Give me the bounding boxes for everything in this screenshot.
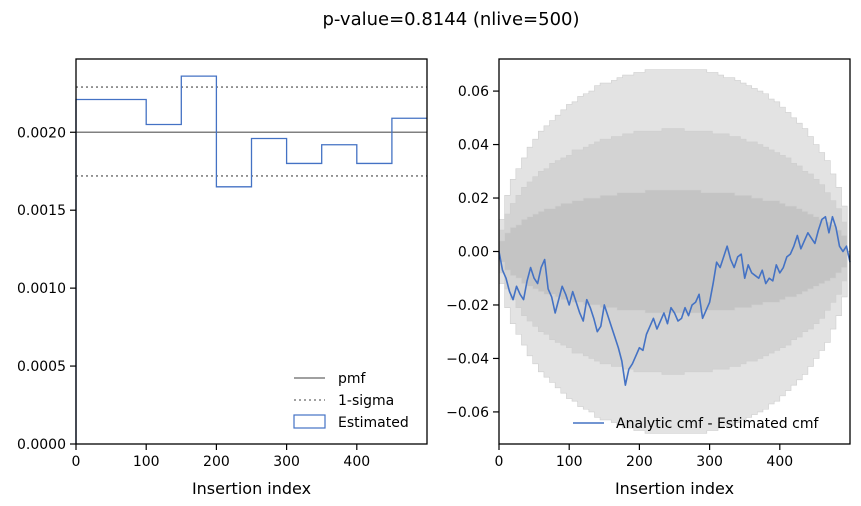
legend-estimated-swatch [293,414,326,429]
left-y-tick-label: 0.0015 [17,203,66,219]
left-x-tick-label: 100 [133,454,160,470]
right-x-tick-label: 100 [556,454,583,470]
sigma-1-band [498,189,850,314]
legend-cmf-label: Analytic cmf - Estimated cmf [616,416,819,432]
left-plot-frame [75,58,428,445]
legend-Estimated-label: Estimated [338,415,409,431]
left-y-tick-label: 0.0010 [17,281,66,297]
left-x-axis-label: Insertion index [192,479,311,498]
right-x-tick-label: 0 [495,454,504,470]
right-x-tick-label: 200 [626,454,653,470]
right-y-tick-label: 0.00 [458,245,489,261]
left-chart-pmf: Insertion index 0 100 200 300 400 0.0000 0.000… [17,58,428,498]
left-y-tick-label: 0.0000 [17,437,66,453]
estimated-step-series [75,75,427,444]
figure-title: p-value=0.8144 (nlive=500) [322,9,579,30]
right-y-tick-label: −0.06 [446,405,489,421]
left-x-tick-label: 200 [203,454,230,470]
right-x-tick-label: 400 [766,454,793,470]
left-x-tick-label: 400 [343,454,370,470]
legend-1-sigma-label: 1-sigma [338,393,394,409]
right-chart-cmf: Insertion index 0 100 200 300 400 −0.06 −0.04 −… [446,58,851,498]
left-x-tick-label: 300 [273,454,300,470]
right-y-tick-label: 0.06 [458,84,489,100]
cmf-difference-series [498,215,851,386]
right-y-tick-label: −0.02 [446,298,489,314]
left-x-tick-label: 0 [72,454,81,470]
right-y-tick-label: 0.04 [458,138,489,154]
right-x-tick-label: 300 [696,454,723,470]
right-y-tick-label: −0.04 [446,351,489,367]
legend-pmf-label: pmf [338,371,367,387]
right-x-axis-label: Insertion index [615,479,734,498]
left-y-tick-label: 0.0005 [17,359,66,375]
left-y-tick-label: 0.0020 [17,125,66,141]
right-y-tick-label: 0.02 [458,191,489,207]
